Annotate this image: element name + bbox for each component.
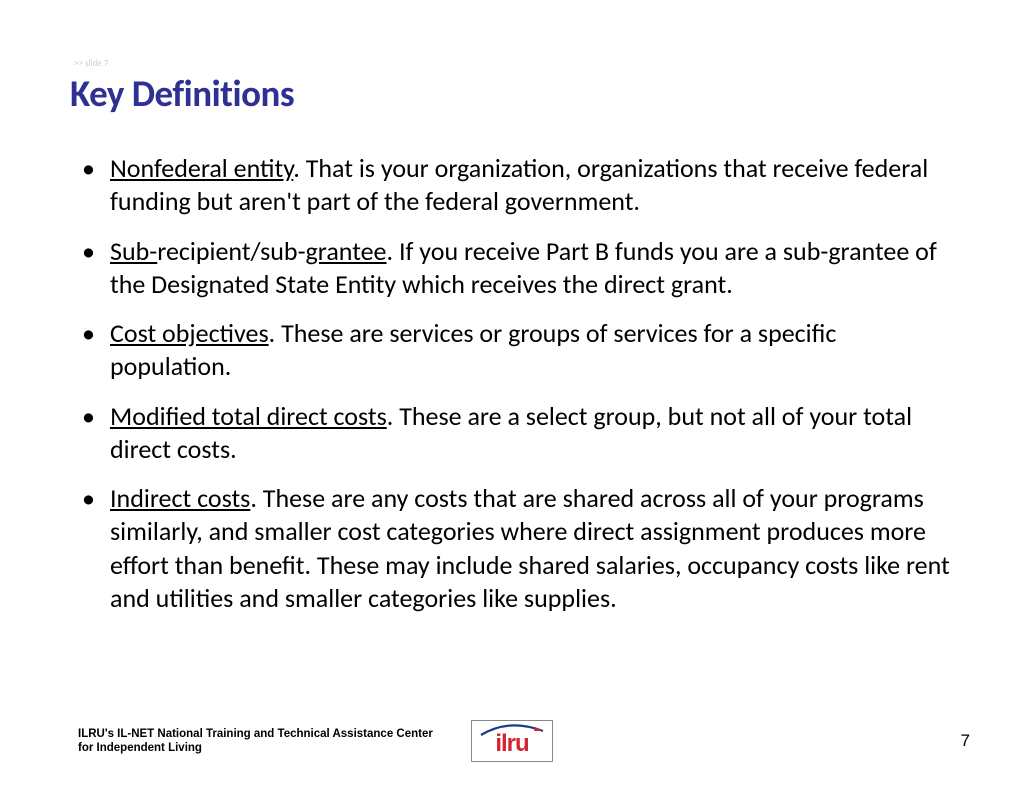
definition-item: Nonfederal entity. That is your organiza… (106, 152, 954, 219)
term-part: Sub- (110, 235, 157, 267)
slide-content: Nonfederal entity. That is your organiza… (70, 152, 954, 615)
definition-item: Modified total direct costs. These are a… (106, 400, 954, 467)
slide-title: Key Definitions (70, 71, 954, 116)
term-part: Indirect costs (110, 482, 250, 514)
logo-text: ilru (495, 732, 528, 756)
slide-container: >> slide 7 Key Definitions Nonfederal en… (0, 0, 1024, 791)
definition-item: Cost objectives. These are services or g… (106, 317, 954, 384)
page-number: 7 (961, 731, 970, 751)
slide-marker: >> slide 7 (74, 58, 954, 69)
term-part: Nonfederal entity (110, 152, 293, 184)
definitions-list: Nonfederal entity. That is your organiza… (78, 152, 954, 615)
term-part: grantee (306, 235, 387, 267)
definition-item: Indirect costs. These are any costs that… (106, 482, 954, 615)
term-part: Cost objectives (110, 317, 269, 349)
definition-item: Sub-recipient/sub-grantee. If you receiv… (106, 235, 954, 302)
term-part: Modified total direct costs (110, 400, 387, 432)
ilru-logo: ilru (471, 720, 553, 762)
footer-attribution: ILRU's IL-NET National Training and Tech… (78, 727, 438, 756)
slide-footer: ILRU's IL-NET National Training and Tech… (0, 711, 1024, 771)
term-part: recipient/sub- (157, 235, 305, 267)
